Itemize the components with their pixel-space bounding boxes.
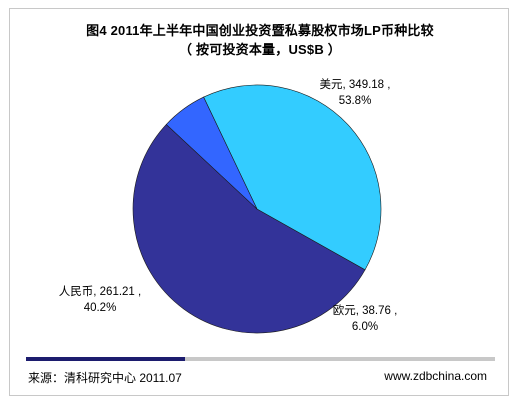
slice-label-2: 人民币, 261.21 , 40.2% [59,285,141,314]
website-link[interactable]: www.zdbchina.com [384,369,487,383]
pie-slice-3 [165,96,258,210]
footer-accent-bar [26,357,186,361]
footer-divider [26,357,495,361]
slice-label-1: 美元, 349.18 , 53.8% [320,77,391,107]
chart-subtitle: （ 按可投资本量，US$B ） [179,42,341,57]
pie-slice-2 [203,84,382,271]
slice-label-3: 欧元, 38.76 , 6.0% [333,304,398,333]
pie-slice-1 [132,124,366,334]
chart-title: 图4 2011年上半年中国创业投资暨私募股权市场LP币种比较 [86,23,434,38]
source-note: 来源：清科研究中心 2011.07 [28,371,182,385]
